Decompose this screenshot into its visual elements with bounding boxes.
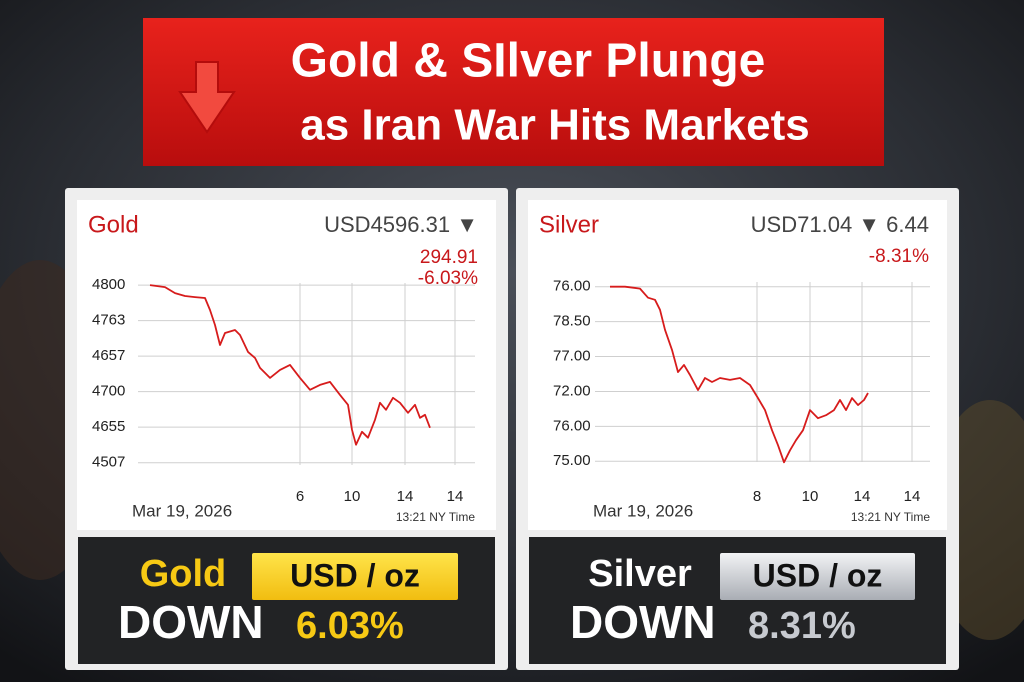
time-note: 13:21 NY Time	[396, 510, 475, 524]
panel-direction: DOWN	[118, 596, 264, 648]
chart-area	[77, 200, 496, 530]
change-pct: -6.03%	[418, 268, 478, 289]
panel-unit: USD / oz	[753, 557, 883, 593]
y-tick-label: 77.00	[553, 348, 591, 365]
y-tick-label: 76.00	[553, 417, 591, 434]
x-tick-label: 14	[904, 488, 921, 505]
x-tick-label: 10	[802, 488, 819, 505]
y-tick-label: 72.00	[553, 382, 591, 399]
panel-pct: 8.31%	[748, 605, 856, 647]
y-tick-label: 4507	[92, 454, 125, 471]
y-tick-label: 4700	[92, 383, 125, 400]
panel-direction: DOWN	[570, 596, 716, 648]
time-note: 13:21 NY Time	[851, 510, 930, 524]
panel-metal: Gold	[140, 553, 227, 595]
y-tick-label: 4763	[92, 312, 125, 329]
panel-unit: USD / oz	[290, 557, 420, 593]
change-pct: -8.31%	[869, 246, 929, 267]
panel-pct: 6.03%	[296, 605, 404, 647]
banner-title: Gold & SIlver Plunge	[291, 35, 766, 88]
date-label: Mar 19, 2026	[593, 501, 693, 520]
y-tick-label: 75.00	[553, 452, 591, 469]
down-arrow-icon	[178, 61, 236, 134]
y-tick-label: 76.00	[553, 278, 591, 295]
y-tick-label: 4800	[92, 276, 125, 293]
chart-area	[528, 200, 947, 530]
x-tick-label: 8	[753, 488, 761, 505]
banner	[143, 18, 884, 166]
x-tick-label: 14	[447, 488, 464, 505]
date-label: Mar 19, 2026	[132, 501, 232, 520]
price-line	[610, 285, 869, 464]
price-line	[149, 284, 431, 446]
banner-title: as Iran War Hits Markets	[300, 101, 809, 150]
y-tick-label: 78.50	[553, 313, 591, 330]
y-tick-label: 4655	[92, 418, 125, 435]
change: 294.91	[420, 247, 478, 268]
metal-name: Silver	[539, 211, 599, 238]
unit-box	[252, 553, 458, 600]
unit-box	[720, 553, 915, 600]
x-tick-label: 14	[854, 488, 871, 505]
panel-metal: Silver	[588, 553, 692, 595]
x-tick-label: 10	[344, 488, 361, 505]
x-tick-label: 6	[296, 488, 304, 505]
price: USD4596.31 ▼	[324, 212, 478, 237]
price: USD71.04 ▼ 6.44	[751, 212, 929, 237]
x-tick-label: 14	[397, 488, 414, 505]
y-tick-label: 4657	[92, 347, 125, 364]
metal-name: Gold	[88, 211, 139, 238]
